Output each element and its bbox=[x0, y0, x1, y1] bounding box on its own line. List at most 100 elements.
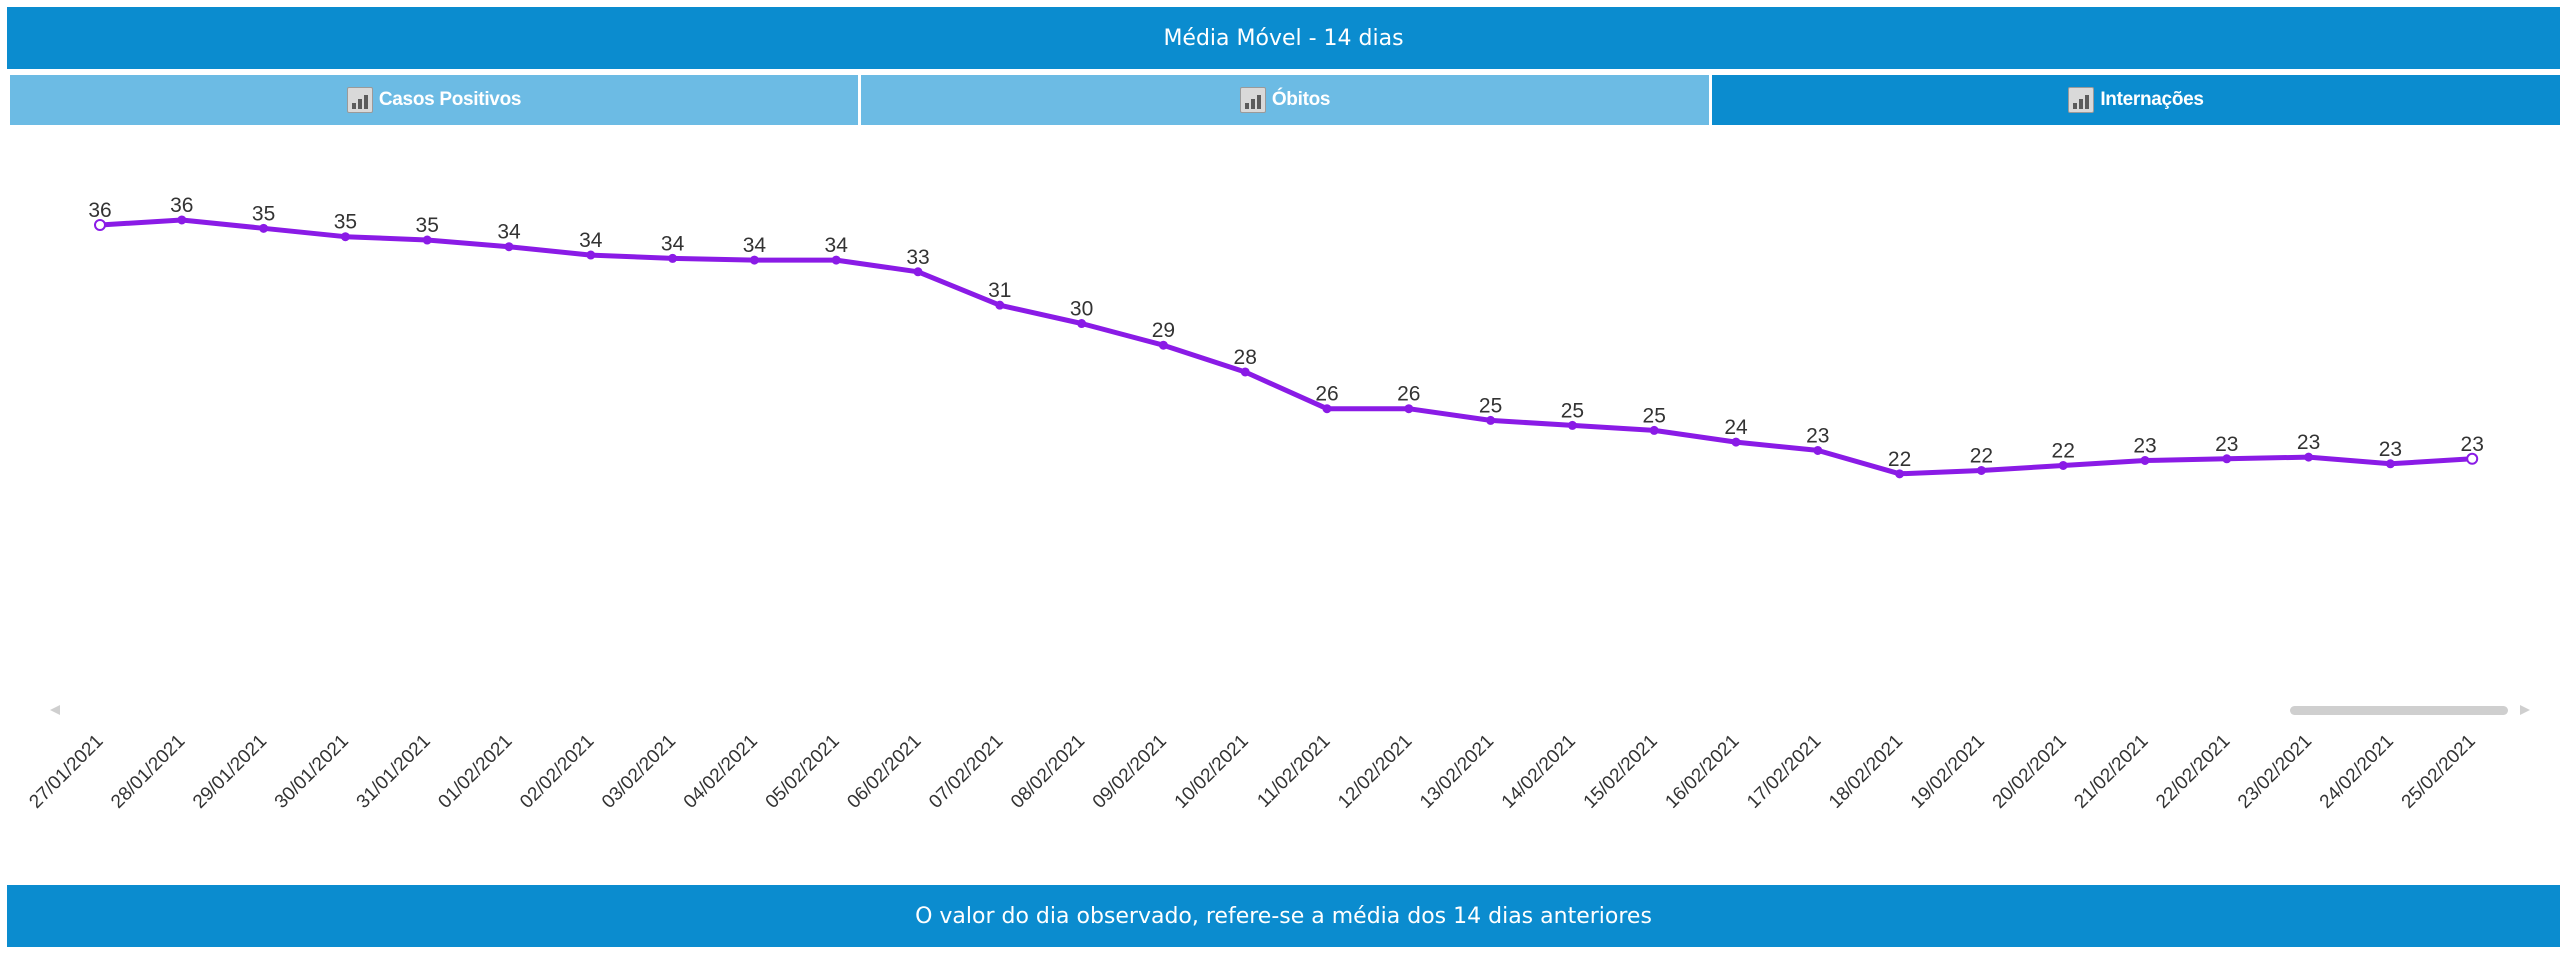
data-label: 24 bbox=[1724, 416, 1748, 439]
footer-note: O valor do dia observado, refere-se a mé… bbox=[7, 885, 2560, 947]
data-point[interactable] bbox=[1077, 319, 1087, 329]
data-label: 29 bbox=[1152, 319, 1175, 342]
data-point[interactable] bbox=[2385, 459, 2395, 469]
x-tick-label: 27/01/2021 bbox=[25, 731, 107, 813]
data-label: 26 bbox=[1315, 383, 1338, 406]
x-tick-label: 31/01/2021 bbox=[353, 731, 435, 813]
data-point[interactable] bbox=[504, 242, 514, 252]
chart-header-title: Média Móvel - 14 dias bbox=[1163, 25, 1404, 51]
data-label: 36 bbox=[170, 194, 193, 217]
x-tick-label: 08/02/2021 bbox=[1007, 731, 1089, 813]
data-point[interactable] bbox=[1322, 404, 1332, 414]
x-tick-label: 21/02/2021 bbox=[2070, 731, 2152, 813]
bar-chart-icon bbox=[2068, 87, 2095, 113]
x-tick-label: 13/02/2021 bbox=[1416, 731, 1498, 813]
data-point[interactable] bbox=[1486, 415, 1496, 425]
data-point[interactable] bbox=[831, 255, 841, 265]
data-point[interactable] bbox=[422, 235, 432, 245]
tab-casos-positivos[interactable]: Casos Positivos bbox=[10, 75, 858, 125]
data-point[interactable] bbox=[177, 215, 187, 225]
x-tick-label: 19/02/2021 bbox=[1907, 731, 1989, 813]
data-point[interactable] bbox=[2222, 454, 2232, 464]
x-tick-label: 17/02/2021 bbox=[1743, 731, 1825, 813]
data-point[interactable] bbox=[2304, 452, 2314, 462]
data-label: 35 bbox=[334, 211, 357, 234]
tab-bar: Casos Positivos Óbitos Internações bbox=[10, 75, 2560, 125]
data-point[interactable] bbox=[1567, 420, 1577, 430]
x-tick-label: 29/01/2021 bbox=[189, 731, 271, 813]
tab-label: Casos Positivos bbox=[378, 89, 522, 110]
data-point[interactable] bbox=[913, 267, 923, 277]
data-point[interactable] bbox=[1731, 437, 1741, 447]
x-tick-label: 01/02/2021 bbox=[434, 731, 516, 813]
data-point[interactable] bbox=[2058, 460, 2068, 470]
x-tick-label: 20/02/2021 bbox=[1989, 731, 2071, 813]
tab-internacoes[interactable]: Internações bbox=[1712, 75, 2560, 125]
data-point[interactable] bbox=[1649, 425, 1659, 435]
data-point[interactable] bbox=[2140, 455, 2150, 465]
x-tick-label: 30/01/2021 bbox=[271, 731, 353, 813]
data-label: 34 bbox=[661, 232, 685, 255]
footer-note-text: O valor do dia observado, refere-se a mé… bbox=[915, 903, 1652, 929]
scroll-right-arrow-icon[interactable] bbox=[2520, 705, 2530, 715]
data-label: 22 bbox=[2052, 439, 2075, 462]
data-label: 23 bbox=[2461, 433, 2484, 456]
scrollbar-thumb[interactable] bbox=[2290, 706, 2508, 715]
x-tick-label: 22/02/2021 bbox=[2152, 731, 2234, 813]
data-point[interactable] bbox=[995, 300, 1005, 310]
x-tick-label: 02/02/2021 bbox=[516, 731, 598, 813]
data-label: 25 bbox=[1561, 399, 1584, 422]
x-tick-label: 09/02/2021 bbox=[1089, 731, 1171, 813]
data-point[interactable] bbox=[586, 250, 596, 260]
data-point[interactable] bbox=[668, 253, 678, 263]
data-point[interactable] bbox=[94, 219, 106, 231]
data-point[interactable] bbox=[1158, 340, 1168, 350]
data-point[interactable] bbox=[1240, 367, 1250, 377]
x-tick-label: 23/02/2021 bbox=[2234, 731, 2316, 813]
data-label: 23 bbox=[2215, 433, 2238, 456]
x-tick-label: 24/02/2021 bbox=[2316, 731, 2398, 813]
data-label: 22 bbox=[1888, 448, 1911, 471]
data-point[interactable] bbox=[1976, 465, 1986, 475]
data-label: 25 bbox=[1479, 394, 1502, 417]
data-point[interactable] bbox=[1813, 445, 1823, 455]
x-tick-label: 07/02/2021 bbox=[925, 731, 1007, 813]
data-point[interactable] bbox=[1404, 404, 1414, 414]
data-label: 34 bbox=[497, 221, 521, 244]
x-tick-label: 11/02/2021 bbox=[1253, 731, 1334, 812]
x-tick-label: 16/02/2021 bbox=[1661, 731, 1743, 813]
bar-chart-icon bbox=[1239, 87, 1266, 113]
tab-label: Óbitos bbox=[1271, 89, 1331, 110]
data-label: 34 bbox=[743, 234, 767, 257]
data-point[interactable] bbox=[749, 255, 759, 265]
data-label: 22 bbox=[1970, 444, 1993, 467]
x-tick-label: 10/02/2021 bbox=[1171, 731, 1253, 813]
tab-label: Internações bbox=[2100, 89, 2204, 110]
x-tick-label: 14/02/2021 bbox=[1498, 731, 1580, 813]
tab-obitos[interactable]: Óbitos bbox=[861, 75, 1709, 125]
data-point[interactable] bbox=[1895, 469, 1905, 479]
line-chart: 36 36 35 35 35 34 34 34 34 34 33 31 30 29 28 26 26 25 25 25… bbox=[25, 194, 2530, 813]
chart-header: Média Móvel - 14 dias bbox=[7, 7, 2560, 69]
data-label: 30 bbox=[1070, 298, 1093, 321]
data-point[interactable] bbox=[259, 223, 269, 233]
data-point[interactable] bbox=[2466, 452, 2479, 465]
data-label: 33 bbox=[906, 246, 929, 269]
data-label: 36 bbox=[88, 199, 111, 222]
scroll-left-arrow-icon[interactable] bbox=[50, 705, 60, 715]
data-label: 35 bbox=[252, 202, 275, 225]
chart-scrollbar[interactable] bbox=[50, 705, 2530, 715]
x-tick-label: 05/02/2021 bbox=[762, 731, 844, 813]
bar-chart-icon bbox=[346, 87, 373, 113]
data-label: 34 bbox=[825, 234, 849, 257]
data-label: 26 bbox=[1397, 383, 1420, 406]
data-label: 28 bbox=[1234, 346, 1257, 369]
data-point[interactable] bbox=[340, 232, 350, 242]
data-label: 25 bbox=[1643, 404, 1666, 427]
data-label: 34 bbox=[579, 229, 603, 252]
x-tick-label: 04/02/2021 bbox=[680, 731, 762, 813]
data-label: 31 bbox=[988, 279, 1011, 302]
x-tick-label: 03/02/2021 bbox=[598, 731, 680, 813]
data-label: 23 bbox=[2133, 434, 2156, 457]
data-label: 23 bbox=[2297, 431, 2320, 454]
